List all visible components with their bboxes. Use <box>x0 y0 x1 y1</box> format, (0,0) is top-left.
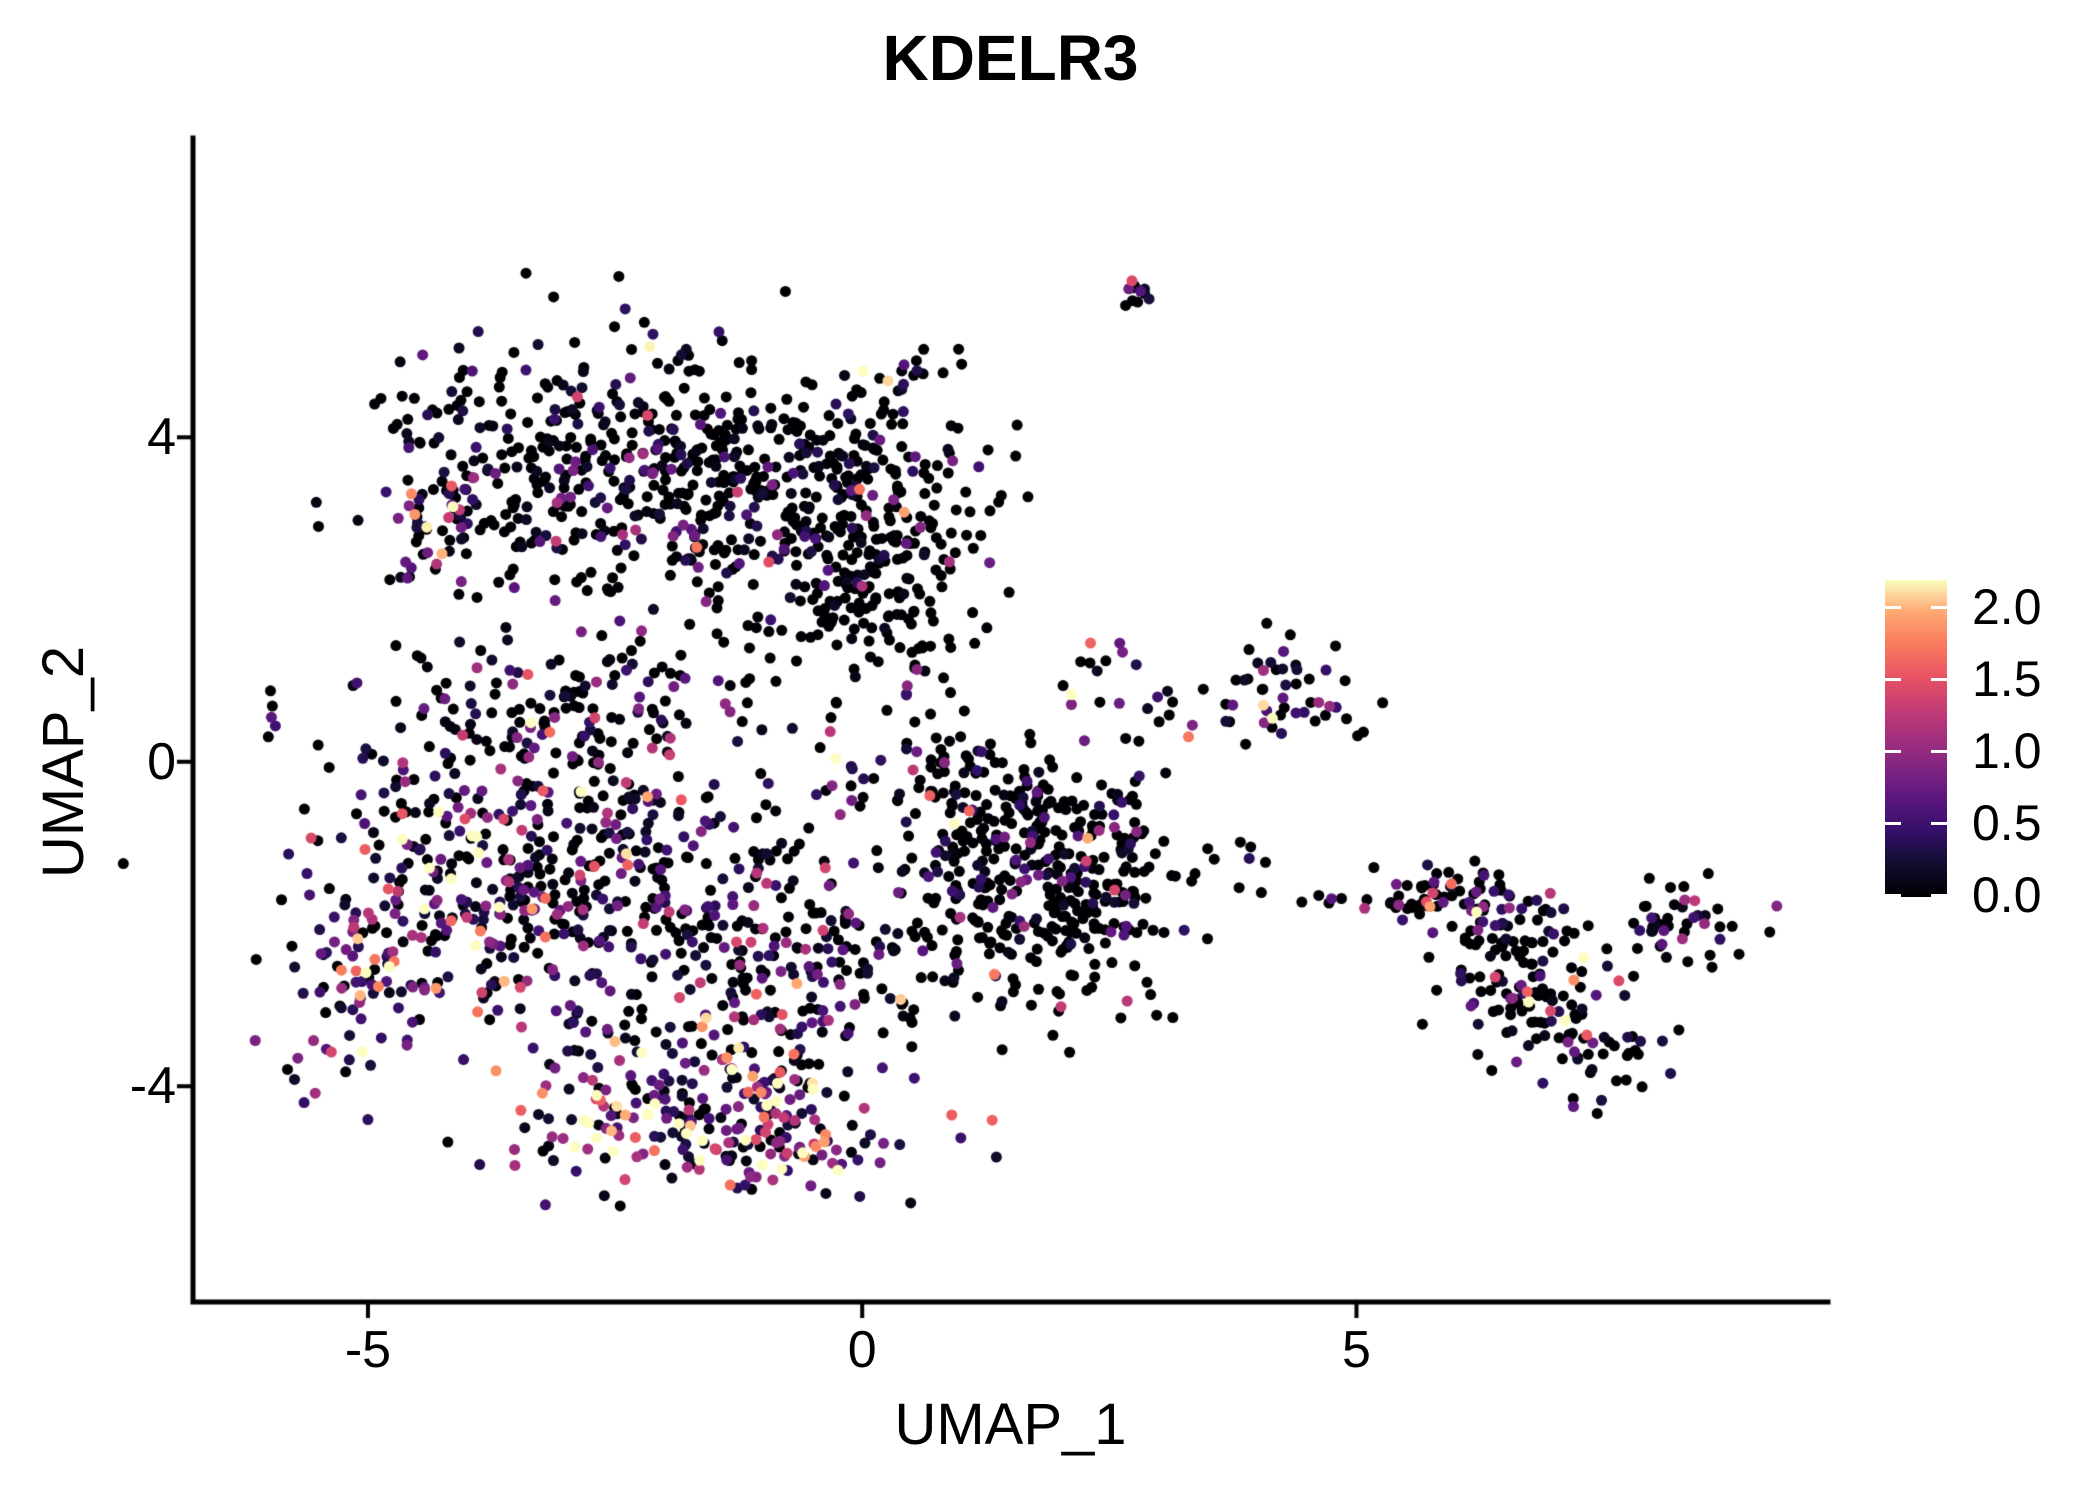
y-tick-label: 4 <box>147 408 176 467</box>
y-tick-label: -4 <box>129 1057 176 1116</box>
colorbar-gradient <box>1885 580 1947 897</box>
colorbar-tick-mark <box>1931 893 1947 897</box>
x-tick-label: 5 <box>1342 1321 1371 1379</box>
colorbar-tick-mark <box>1931 821 1947 825</box>
y-tick-label: 0 <box>147 732 176 791</box>
colorbar-tick-label: 0.0 <box>1972 867 2042 923</box>
colorbar-tick-label: 1.0 <box>1972 723 2042 779</box>
colorbar-tick-label: 1.5 <box>1972 651 2042 707</box>
x-tick-label: -5 <box>344 1321 392 1379</box>
colorbar-tick-mark <box>1885 749 1901 753</box>
colorbar-tick-mark <box>1931 677 1947 681</box>
colorbar-tick-mark <box>1885 893 1901 897</box>
colorbar-tick-label: 0.5 <box>1972 795 2042 851</box>
colorbar-tick-mark <box>1885 605 1901 609</box>
plot-title: KDELR3 <box>882 22 1139 94</box>
colorbar-tick-label: 2.0 <box>1972 579 2042 635</box>
colorbar-tick-mark <box>1885 821 1901 825</box>
colorbar-tick-mark <box>1931 749 1947 753</box>
x-axis-label: UMAP_1 <box>894 1392 1127 1457</box>
colorbar-tick-mark <box>1885 677 1901 681</box>
colorbar-tick-mark <box>1931 605 1947 609</box>
x-tick-label: 0 <box>847 1321 877 1379</box>
